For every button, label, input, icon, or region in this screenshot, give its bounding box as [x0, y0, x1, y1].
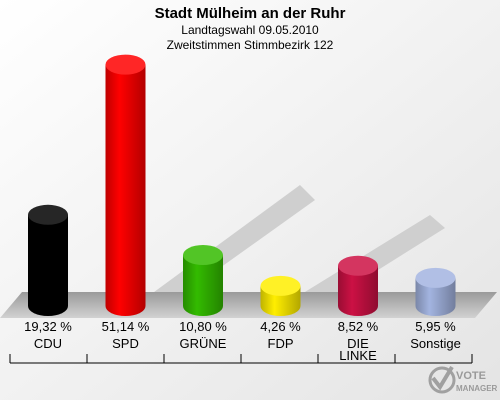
- bar-fdp: [260, 275, 301, 316]
- category-label: LINKE: [339, 348, 377, 363]
- checkmark-icon: [428, 365, 456, 394]
- value-label: 51,14 %: [102, 319, 150, 334]
- bar-body: [105, 64, 146, 316]
- chart-subtitle-1: Landtagswahl 09.05.2010: [181, 23, 319, 37]
- bar-sonstige: [415, 267, 456, 316]
- category-label: SPD: [112, 336, 139, 351]
- bar-top: [183, 245, 223, 266]
- value-label: 8,52 %: [338, 319, 379, 334]
- category-label: CDU: [34, 336, 62, 351]
- logo-text-vote: VOTE: [456, 370, 486, 382]
- bar-top: [28, 204, 68, 225]
- logo-text-manager: MANAGER: [456, 384, 498, 393]
- chart-subtitle-2: Zweitstimmen Stimmbezirk 122: [167, 38, 334, 52]
- value-label: 19,32 %: [24, 319, 72, 334]
- chart-title: Stadt Mülheim an der Ruhr: [155, 5, 346, 22]
- bar-grüne: [183, 245, 223, 316]
- value-labels-group: 19,32 % 51,14 % 10,80 % 4,26 % 8,52 % 5,95 %: [24, 319, 456, 334]
- value-label: 10,80 %: [179, 319, 227, 334]
- bar-body: [338, 265, 378, 316]
- bar-die-linke: [338, 255, 378, 316]
- bar-body: [183, 255, 223, 316]
- bar-cdu: [28, 204, 68, 316]
- bar-spd: [105, 54, 146, 316]
- vote-manager-logo: VOTE MANAGER: [428, 365, 498, 394]
- bar-top: [338, 255, 378, 276]
- bars-group: [28, 54, 456, 316]
- category-label: FDP: [268, 336, 294, 351]
- value-label: 5,95 %: [415, 319, 456, 334]
- value-label: 4,26 %: [260, 319, 301, 334]
- x-axis: [9, 354, 473, 364]
- category-label: Sonstige: [410, 336, 461, 351]
- category-label: GRÜNE: [180, 336, 227, 351]
- category-label: DIE: [347, 336, 369, 351]
- bar-body: [28, 214, 68, 316]
- background-stripe: [300, 215, 445, 300]
- bar-top: [415, 267, 456, 288]
- bar-top: [260, 275, 301, 296]
- bar-top: [105, 54, 146, 75]
- bar-body: [415, 277, 456, 316]
